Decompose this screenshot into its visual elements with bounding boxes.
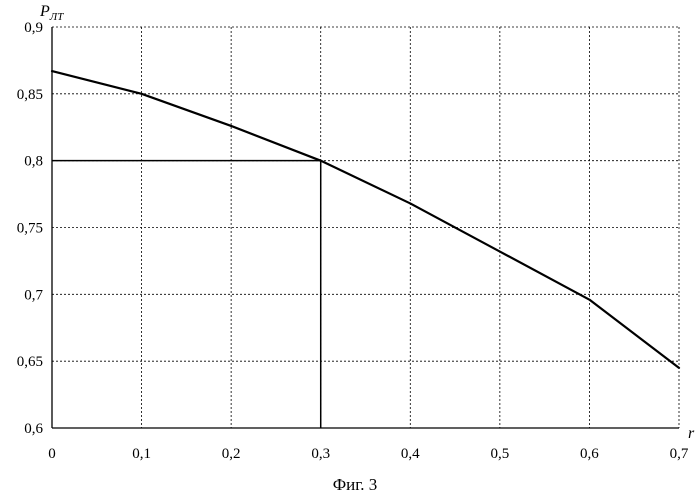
- series-layer: [52, 71, 679, 368]
- series-line: [52, 71, 679, 368]
- x-tick-label: 0: [48, 446, 56, 462]
- y-tick-label: 0,75: [17, 221, 43, 237]
- x-tick-label: 0,1: [132, 446, 151, 462]
- y-tick-label: 0,85: [17, 87, 43, 103]
- x-axis-title: r: [688, 425, 695, 442]
- figure-caption: Фиг. 3: [333, 475, 378, 494]
- y-tick-label: 0,7: [24, 287, 43, 303]
- grid-lines: [52, 27, 679, 428]
- x-tick-label: 0,4: [401, 446, 420, 462]
- x-tick-labels: 0 0,1 0,2 0,3 0,4 0,5 0,6 0,7: [48, 446, 689, 462]
- y-tick-label: 0,8: [24, 154, 43, 170]
- x-tick-label: 0,5: [490, 446, 509, 462]
- x-tick-label: 0,2: [222, 446, 241, 462]
- y-tick-label: 0,65: [17, 354, 43, 370]
- y-tick-label: 0,6: [24, 421, 43, 437]
- x-tick-label: 0,6: [580, 446, 599, 462]
- y-axis-title-subscript: ЛТ: [49, 11, 64, 23]
- y-axis-title-main: P: [39, 3, 50, 20]
- y-tick-labels: 0,6 0,65 0,7 0,75 0,8 0,85 0,9: [17, 20, 44, 437]
- x-tick-label: 0,3: [311, 446, 330, 462]
- y-tick-label: 0,9: [24, 20, 43, 36]
- x-tick-label: 0,7: [670, 446, 689, 462]
